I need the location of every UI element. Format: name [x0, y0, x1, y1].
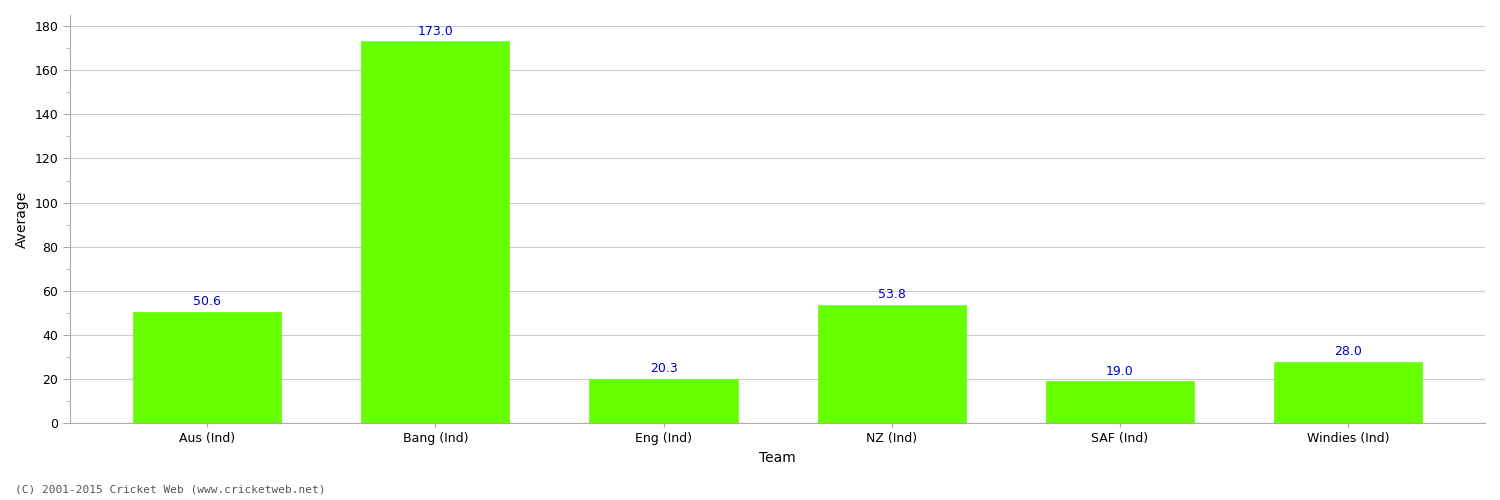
- Bar: [134, 312, 282, 424]
- Text: 50.6: 50.6: [194, 296, 220, 308]
- Bar: [590, 378, 738, 424]
- Text: 19.0: 19.0: [1106, 365, 1134, 378]
- X-axis label: Team: Team: [759, 451, 796, 465]
- Text: (C) 2001-2015 Cricket Web (www.cricketweb.net): (C) 2001-2015 Cricket Web (www.cricketwe…: [15, 485, 326, 495]
- Bar: [818, 304, 966, 424]
- Bar: [1046, 382, 1194, 424]
- Text: 53.8: 53.8: [878, 288, 906, 302]
- Text: 28.0: 28.0: [1334, 346, 1362, 358]
- Text: 173.0: 173.0: [417, 25, 453, 38]
- Y-axis label: Average: Average: [15, 190, 28, 248]
- Text: 20.3: 20.3: [650, 362, 678, 376]
- Bar: [362, 42, 510, 424]
- Bar: [1274, 362, 1422, 424]
